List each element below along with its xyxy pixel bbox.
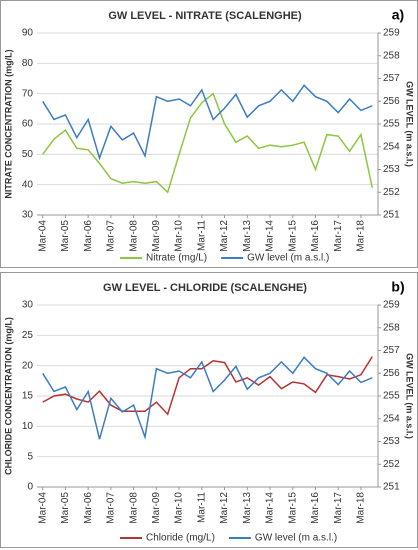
y-tick-label: 40 — [22, 179, 34, 190]
series-line — [42, 356, 373, 440]
panel: GW LEVEL - NITRATE (SCALENGHE) a) 30 40 50 60… — [0, 0, 418, 268]
y2-tick-label: 253 — [383, 164, 400, 175]
x-tick-label: Mar-06 — [83, 220, 94, 252]
x-tick-label: Mar-11 — [196, 220, 207, 251]
x-tick-label: Mar-13 — [242, 492, 253, 524]
series-line — [42, 84, 373, 161]
x-tick-label: Mar-17 — [333, 492, 344, 524]
x-tick-label: Mar-15 — [287, 220, 298, 252]
y-tick-label: 90 — [22, 28, 34, 39]
x-tick-label: Mar-10 — [174, 492, 185, 524]
y2-tick-label: 259 — [383, 300, 400, 311]
x-tick-label: Mar-15 — [287, 492, 298, 524]
y-axis-title: NITRATE CONCENTRATION (mg/L) — [3, 49, 13, 198]
legend-label: GW level (m a.s.l.) — [247, 253, 329, 264]
legend-label: Chloride (mg/L) — [146, 533, 215, 544]
y2-tick-label: 251 — [383, 210, 400, 221]
y2-tick-label: 251 — [383, 482, 400, 493]
y2-tick-label: 255 — [383, 391, 400, 402]
y2-tick-label: 252 — [383, 459, 400, 470]
x-tick-label: Mar-18 — [356, 220, 367, 252]
y2-tick-label: 258 — [383, 50, 400, 61]
panel-label: b) — [391, 279, 404, 295]
y-tick-label: 5 — [27, 451, 33, 462]
x-tick-label: Mar-16 — [310, 492, 321, 524]
y-tick-label: 60 — [22, 119, 34, 130]
x-tick-label: Mar-08 — [128, 492, 139, 524]
y2-axis-title: GW LEVEL (m a.s.l.) — [405, 353, 415, 439]
y2-axis-title: GW LEVEL (m a.s.l.) — [405, 81, 415, 167]
y-tick-label: 10 — [22, 421, 34, 432]
x-tick-label: Mar-07 — [106, 492, 117, 524]
y-tick-label: 25 — [22, 330, 34, 341]
y2-tick-label: 259 — [383, 28, 400, 39]
y2-tick-label: 255 — [383, 119, 400, 130]
chart-title: GW LEVEL - NITRATE (SCALENGHE) — [108, 10, 302, 22]
x-tick-label: Mar-05 — [60, 220, 71, 252]
y-tick-label: 70 — [22, 88, 34, 99]
y2-tick-label: 254 — [383, 413, 400, 424]
x-tick-label: Mar-07 — [106, 220, 117, 252]
x-tick-label: Mar-05 — [60, 492, 71, 524]
legend-label: GW level (m a.s.l.) — [255, 533, 337, 544]
x-tick-label: Mar-10 — [174, 220, 185, 252]
y2-tick-label: 252 — [383, 187, 400, 198]
x-tick-label: Mar-06 — [83, 492, 94, 524]
x-tick-label: Mar-18 — [356, 492, 367, 524]
y2-tick-label: 257 — [383, 73, 400, 84]
x-tick-label: Mar-14 — [265, 492, 276, 524]
y-axis-title: CHLORIDE CONCENTRATION (mg/L) — [3, 317, 13, 475]
panel-label: a) — [392, 7, 404, 23]
x-tick-label: Mar-09 — [151, 220, 162, 252]
panel: GW LEVEL - CHLORIDE (SCALENGHE) b) 0 5 10 15 2… — [0, 272, 418, 548]
x-tick-label: Mar-12 — [219, 492, 230, 524]
y-tick-label: 50 — [22, 149, 34, 160]
x-tick-label: Mar-17 — [333, 220, 344, 252]
y2-tick-label: 254 — [383, 141, 400, 152]
series-line — [42, 356, 373, 416]
y-tick-label: 0 — [27, 482, 33, 493]
chart-title: GW LEVEL - CHLORIDE (SCALENGHE) — [103, 282, 307, 294]
x-tick-label: Mar-14 — [265, 220, 276, 252]
series-line — [42, 92, 374, 194]
x-tick-label: Mar-11 — [196, 492, 207, 523]
y2-tick-label: 256 — [383, 368, 400, 379]
y-tick-label: 15 — [22, 391, 34, 402]
y2-tick-label: 257 — [383, 345, 400, 356]
y2-tick-label: 258 — [383, 322, 400, 333]
x-tick-label: Mar-04 — [37, 220, 48, 252]
x-tick-label: Mar-13 — [242, 220, 253, 252]
x-tick-label: Mar-08 — [128, 220, 139, 252]
y-tick-label: 30 — [22, 210, 34, 221]
y-tick-label: 30 — [22, 300, 34, 311]
y2-tick-label: 256 — [383, 96, 400, 107]
y2-tick-label: 253 — [383, 436, 400, 447]
x-tick-label: Mar-16 — [310, 220, 321, 252]
legend-label: Nitrate (mg/L) — [146, 253, 207, 264]
y-tick-label: 80 — [22, 58, 34, 69]
x-tick-label: Mar-12 — [219, 220, 230, 252]
x-tick-label: Mar-09 — [151, 492, 162, 524]
x-tick-label: Mar-04 — [37, 492, 48, 524]
y-tick-label: 20 — [22, 360, 34, 371]
